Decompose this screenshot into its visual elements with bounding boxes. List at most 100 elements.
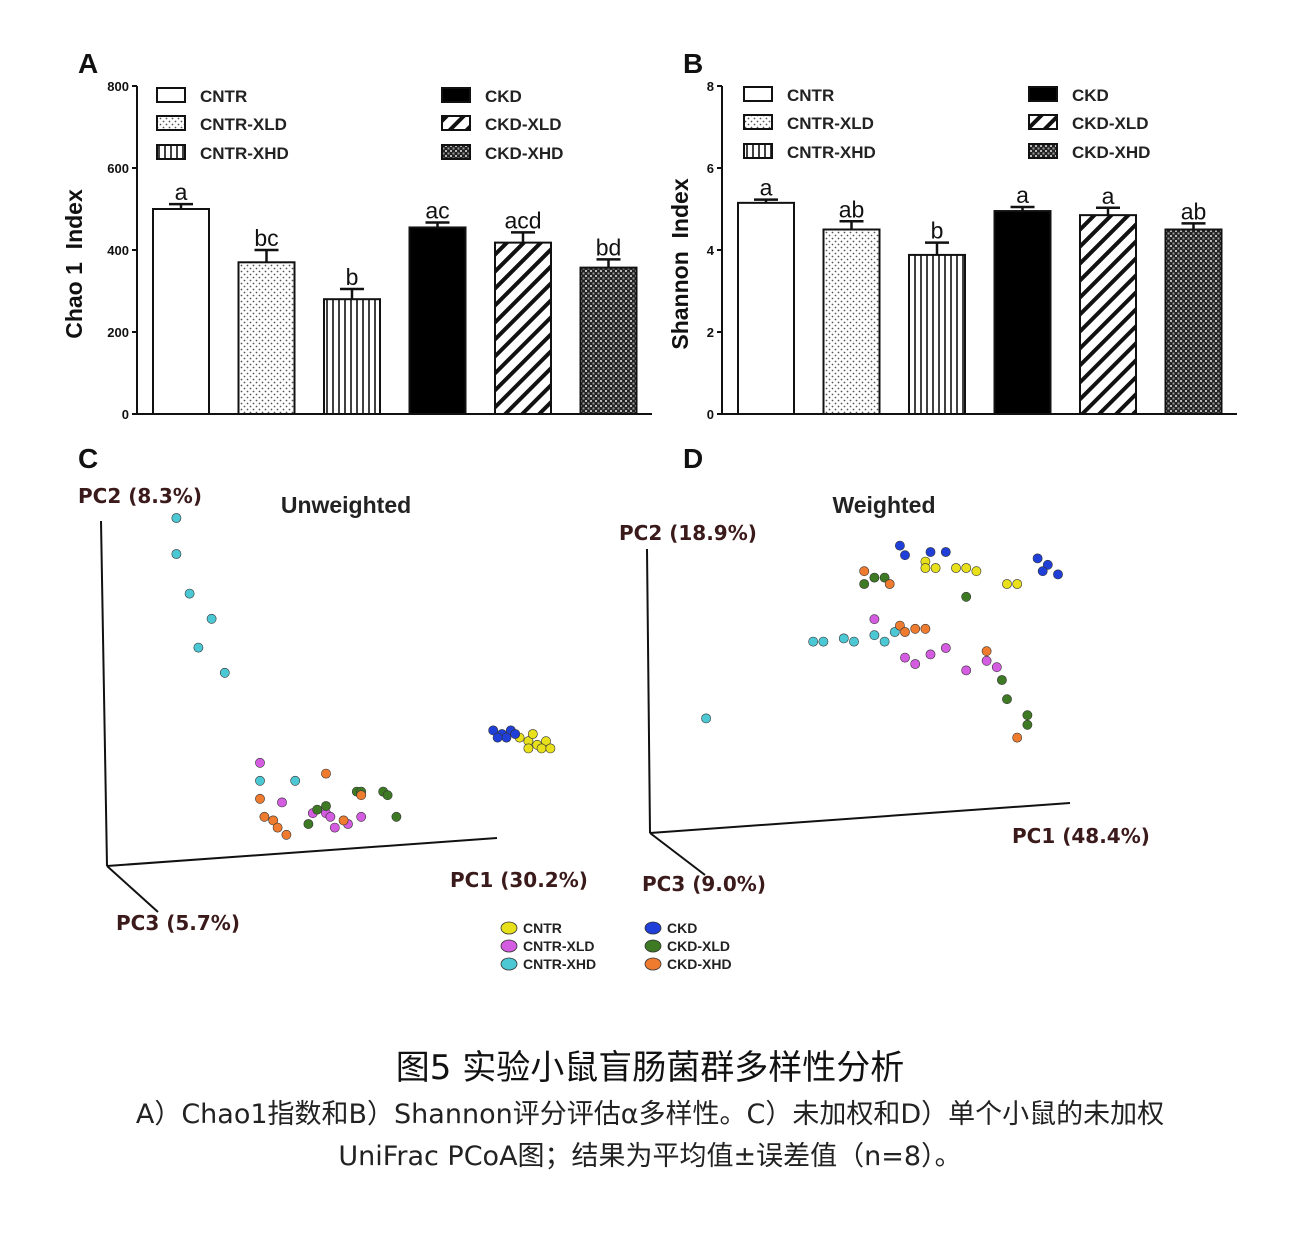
point-CKD-XHD	[920, 623, 931, 634]
point-CKD-XHD	[356, 790, 367, 801]
figure-caption-line-2: UniFrac PCoA图；结果为平均值±误差值（n=8）。	[338, 1141, 962, 1172]
point-CNTR-XHD	[849, 636, 859, 647]
bar-chart-A: A 0 200 400 600 800 Chao 1 Index a bc b ac acd bd CNT…	[61, 48, 652, 422]
bar-chart-B: B 0 2 4 6 8 Shannon Index a ab b a a ab CNTR CNTR-XLD C…	[667, 48, 1237, 422]
significance-letter: a	[175, 179, 188, 205]
point-CNTR-XHD	[290, 775, 301, 786]
point-CKD-XHD	[272, 822, 283, 833]
point-CKD-XHD	[268, 815, 279, 826]
legend-marker-CNTR	[500, 921, 518, 935]
legend-swatch-CNTR	[156, 87, 186, 103]
panel-letter-C: C	[78, 443, 98, 474]
bar-CKD-XHD	[579, 266, 638, 415]
pcoa-chart-C: C Unweighted PC1 (30.2%) PC2 (8.3%) PC3 (5.7…	[78, 443, 732, 972]
y-tick-label: 200	[107, 325, 129, 340]
point-CKD	[1053, 569, 1063, 580]
legend-swatch-CKD	[441, 87, 471, 103]
legend-swatch-CNTR	[743, 86, 773, 102]
point-CKD	[900, 550, 910, 561]
legend-label-CNTR-XHD: CNTR-XHD	[787, 143, 876, 162]
point-CNTR	[971, 566, 982, 577]
point-CNTR-XHD	[818, 636, 829, 647]
legend-label-CNTR-XHD: CNTR-XHD	[200, 144, 289, 163]
point-CNTR-XLD	[255, 757, 265, 768]
significance-letter: ab	[839, 196, 865, 222]
pc3-label: PC3 (5.7%)	[116, 911, 240, 935]
legend-swatch-CNTR-XHD	[156, 144, 186, 160]
y-axis-label: Shannon Index	[667, 178, 693, 349]
significance-letter: acd	[504, 207, 541, 233]
legend-swatch-CKD-XLD	[441, 115, 471, 131]
legend-marker-CNTR-XHD	[500, 957, 518, 971]
bar-CNTR-XHD	[323, 298, 381, 416]
panel-letter-D: D	[683, 443, 703, 474]
legend-label-CKD-XHD: CKD-XHD	[485, 144, 563, 163]
point-CNTR	[930, 563, 941, 573]
bar-CNTR-XLD	[237, 261, 296, 415]
pc1-axis-line	[649, 802, 1071, 834]
legend-label-CNTR-XLD: CNTR-XLD	[200, 115, 287, 134]
point-CNTR-XLD	[869, 614, 880, 625]
point-CNTR-XLD	[900, 652, 910, 663]
point-CKD-XLD	[961, 591, 972, 602]
significance-letter: a	[1102, 183, 1115, 209]
legend-label-CKD: CKD	[667, 920, 697, 936]
significance-letter: ac	[425, 198, 449, 224]
point-CNTR-XLD	[277, 797, 287, 808]
pc1-label: PC1 (30.2%)	[450, 868, 588, 892]
point-CNTR-XLD	[961, 665, 972, 676]
bar-CKD	[408, 226, 467, 415]
point-CKD	[510, 729, 521, 739]
bar-CNTR	[152, 208, 210, 415]
y-tick-label: 8	[707, 79, 714, 94]
point-CKD	[501, 732, 512, 743]
point-CKD-XLD	[879, 572, 890, 583]
legend-label-CKD-XHD: CKD-XHD	[1072, 143, 1150, 162]
point-CKD-XHD	[281, 829, 292, 840]
legend-swatch-CKD-XHD	[1028, 143, 1058, 159]
figure-caption-line-1: A）Chao1指数和B）Shannon评分评估α多样性。C）未加权和D）单个小鼠…	[135, 1099, 1165, 1130]
point-CNTR	[536, 743, 547, 754]
point-CKD-XHD	[981, 646, 992, 657]
legend-swatch-CNTR-XLD	[743, 114, 773, 130]
point-CNTR-XHD	[206, 613, 217, 624]
legend-swatch-CNTR-XHD	[743, 143, 773, 159]
panel-letter-B: B	[683, 48, 703, 79]
legend-label-CKD-XLD: CKD-XLD	[485, 115, 562, 134]
legend-marker-CKD-XLD	[644, 939, 662, 953]
point-CNTR-XLD	[925, 649, 936, 660]
significance-letter: a	[1016, 182, 1029, 208]
point-CNTR-XHD	[889, 627, 900, 637]
point-CKD-XHD	[259, 811, 270, 822]
bar-CKD-XLD	[1079, 214, 1137, 415]
point-CKD-XHD	[1012, 732, 1023, 743]
bar-CNTR-XHD	[908, 253, 966, 415]
point-CKD-XLD	[997, 675, 1007, 685]
legend-label-CNTR: CNTR	[787, 86, 834, 105]
significance-letter: a	[760, 175, 773, 201]
legend-label-CKD-XLD: CKD-XLD	[667, 938, 730, 954]
point-CNTR-XHD	[869, 630, 880, 641]
significance-letter: ab	[1181, 198, 1207, 224]
point-CKD-XHD	[895, 620, 905, 631]
point-CKD-XLD	[1022, 710, 1033, 721]
legend-label-CNTR: CNTR	[200, 87, 247, 106]
significance-letter: bd	[596, 234, 622, 260]
legend-marker-CNTR-XLD	[500, 939, 518, 953]
point-CNTR-XHD	[255, 775, 265, 786]
y-tick-label: 6	[707, 161, 714, 176]
pc3-axis-line	[649, 832, 706, 876]
pc3-axis-line	[106, 865, 159, 913]
legend-label-CNTR-XHD: CNTR-XHD	[523, 956, 596, 972]
point-CNTR-XLD	[329, 822, 340, 833]
plot-title: Unweighted	[281, 492, 411, 518]
point-CNTR-XHD	[808, 636, 819, 647]
point-CNTR	[523, 743, 534, 754]
point-CNTR	[527, 729, 538, 739]
y-tick-label: 600	[107, 161, 129, 176]
point-CNTR-XLD	[356, 811, 367, 822]
y-tick-label: 0	[707, 407, 714, 422]
legend-swatch-CKD-XLD	[1028, 114, 1058, 130]
point-CNTR-XHD	[701, 713, 711, 724]
point-CKD-XHD	[321, 768, 331, 779]
